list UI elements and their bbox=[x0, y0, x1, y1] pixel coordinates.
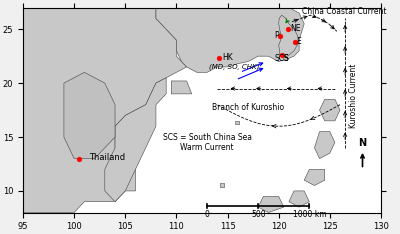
Polygon shape bbox=[279, 15, 299, 58]
Polygon shape bbox=[156, 8, 304, 72]
Polygon shape bbox=[304, 169, 325, 186]
Text: Thailand: Thailand bbox=[90, 153, 126, 162]
Polygon shape bbox=[64, 72, 115, 159]
Text: Branch of Kuroshio: Branch of Kuroshio bbox=[212, 103, 284, 112]
Text: E: E bbox=[296, 37, 301, 46]
Polygon shape bbox=[258, 196, 284, 212]
Polygon shape bbox=[320, 99, 340, 121]
Polygon shape bbox=[171, 81, 192, 94]
Polygon shape bbox=[235, 121, 239, 124]
Text: N: N bbox=[358, 138, 366, 148]
Text: 1000 km: 1000 km bbox=[292, 210, 326, 219]
Polygon shape bbox=[314, 132, 335, 159]
Text: NE: NE bbox=[290, 24, 300, 33]
Polygon shape bbox=[105, 78, 166, 202]
Polygon shape bbox=[289, 191, 309, 207]
Text: China Coastal Current: China Coastal Current bbox=[302, 7, 387, 16]
Text: 0: 0 bbox=[205, 210, 210, 219]
Polygon shape bbox=[220, 183, 224, 187]
Text: S: S bbox=[283, 54, 288, 63]
Text: Kuroshio Current: Kuroshio Current bbox=[349, 64, 358, 128]
Text: (MD, SO, CHK): (MD, SO, CHK) bbox=[209, 64, 260, 70]
Text: SCS = South China Sea
Warm Current: SCS = South China Sea Warm Current bbox=[162, 133, 252, 152]
Text: P: P bbox=[274, 31, 279, 40]
Text: 500: 500 bbox=[251, 210, 266, 219]
Polygon shape bbox=[23, 8, 187, 212]
Text: SCS: SCS bbox=[274, 54, 289, 63]
Text: HK: HK bbox=[222, 53, 233, 62]
